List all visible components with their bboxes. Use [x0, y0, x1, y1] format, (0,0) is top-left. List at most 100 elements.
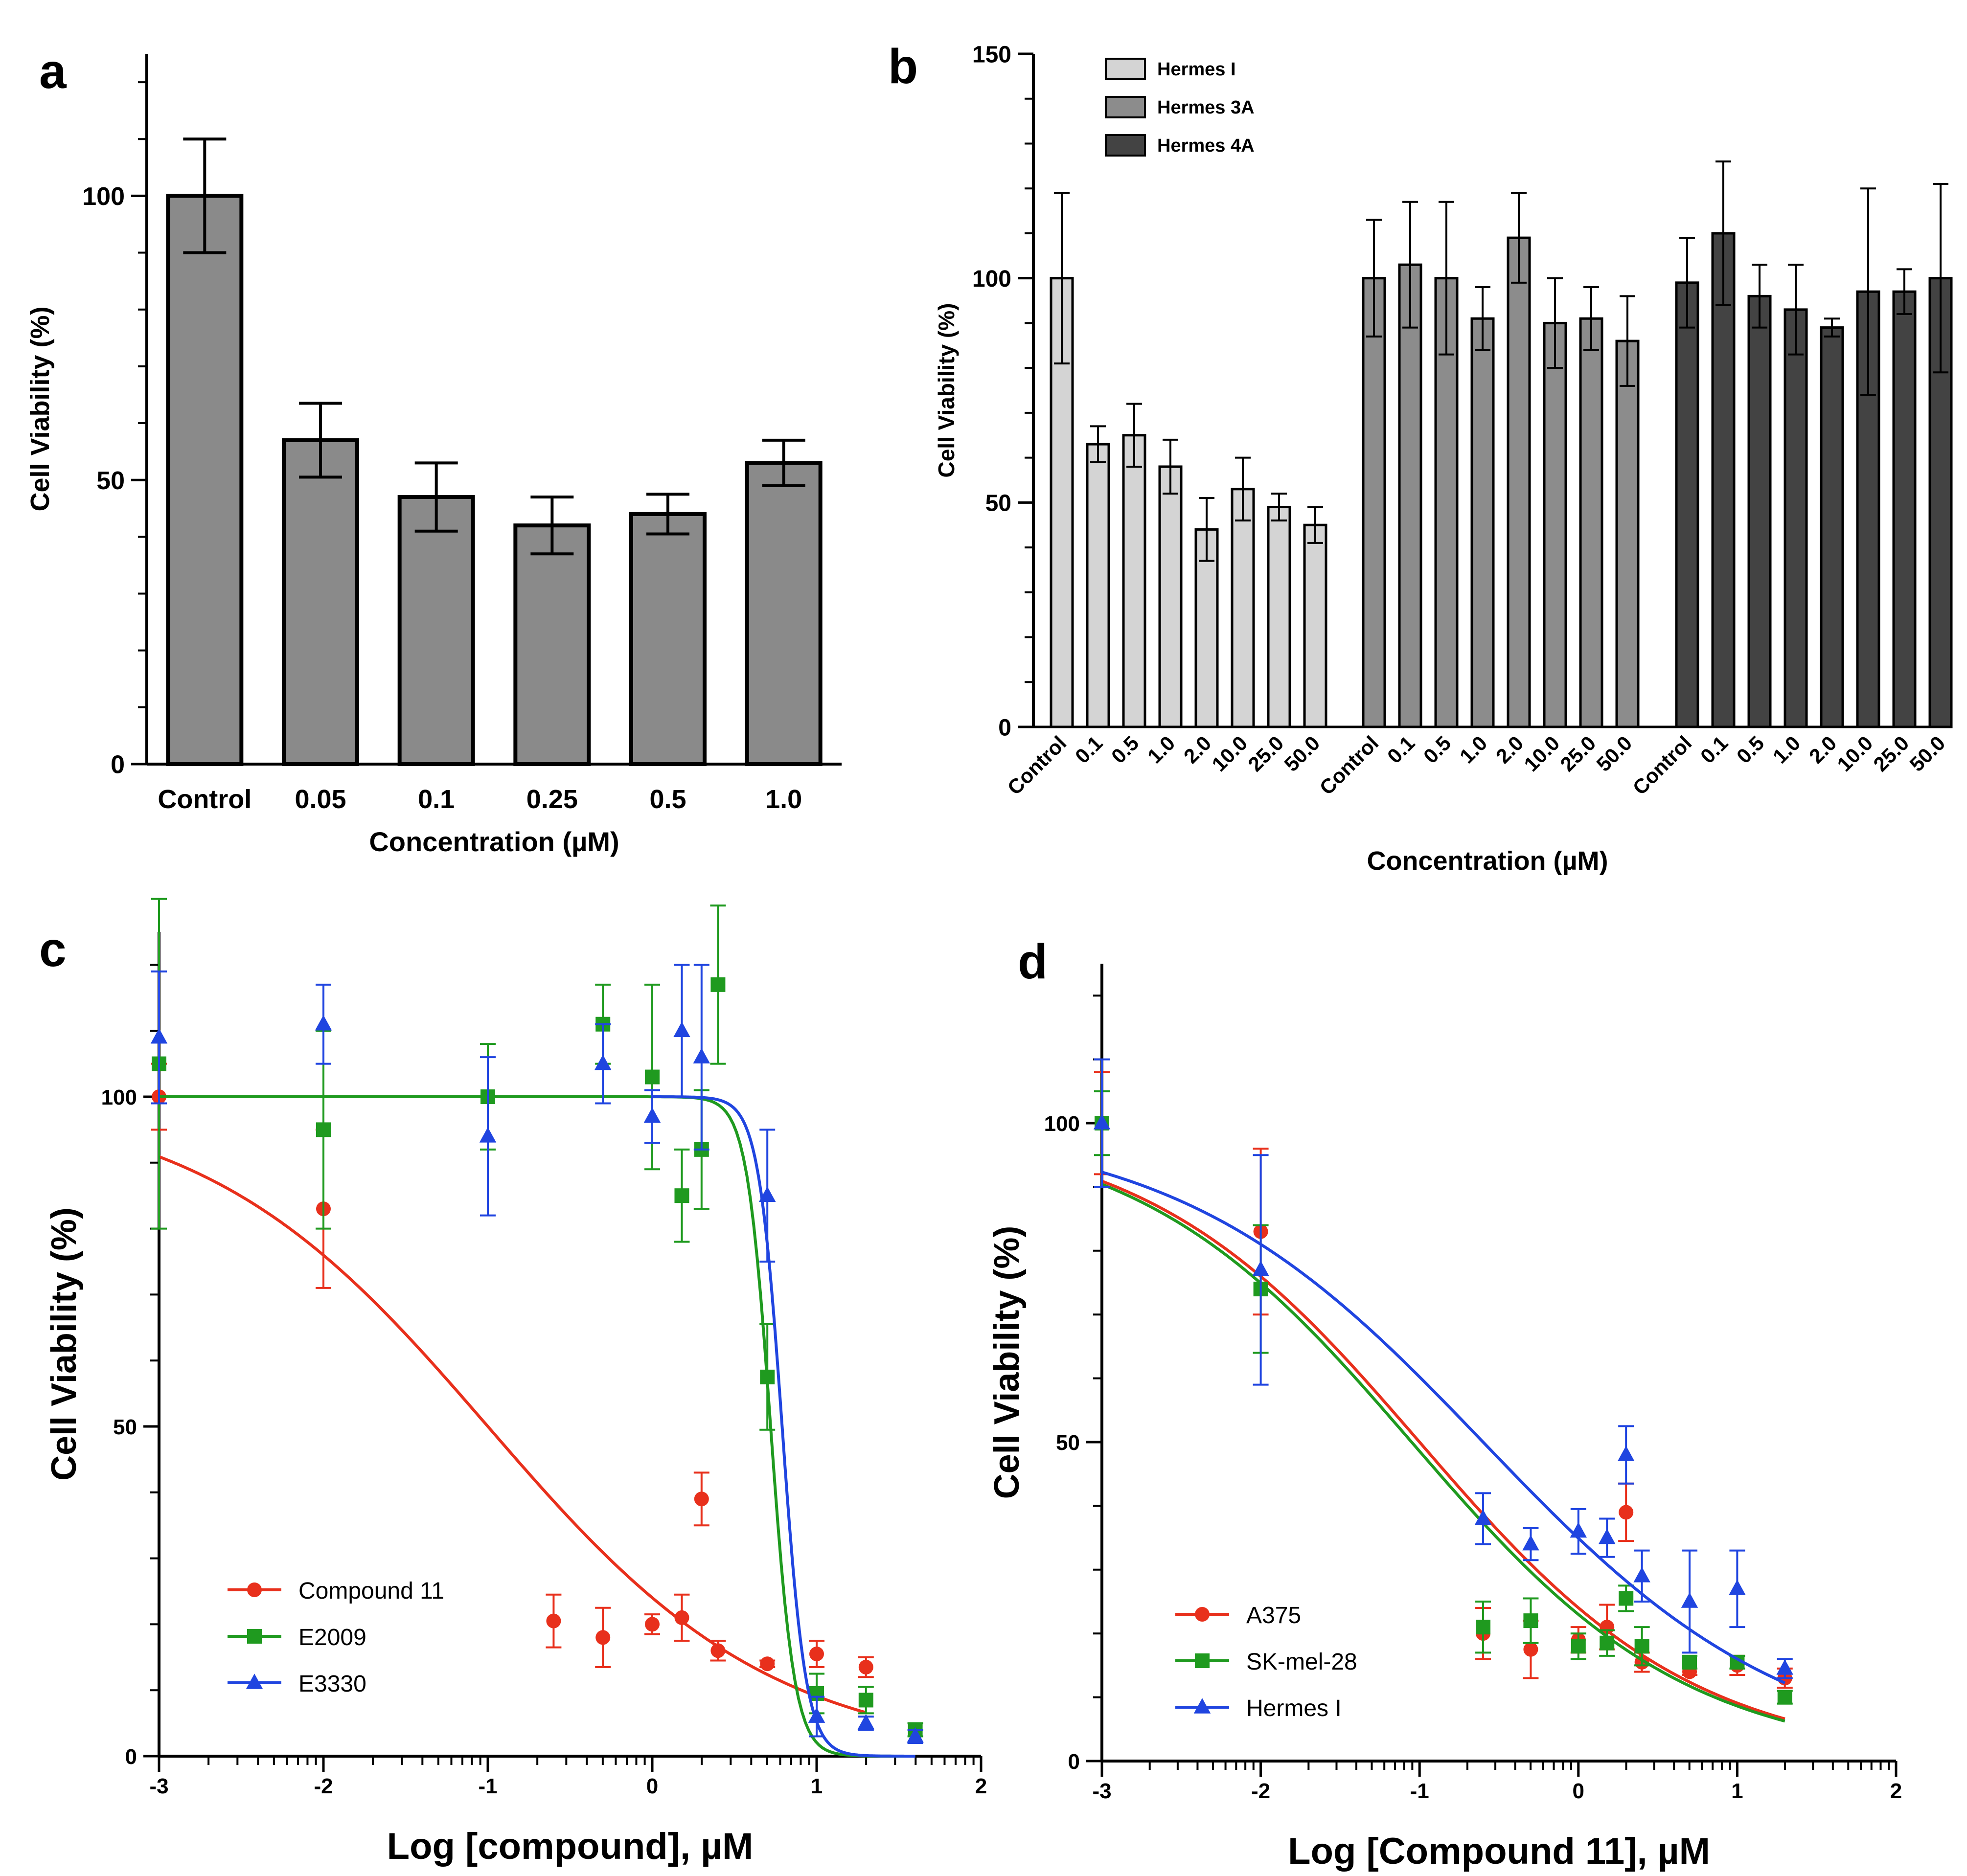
fit-curve-circle	[158, 1155, 867, 1714]
x-tick-label: 25.0	[1243, 731, 1288, 776]
data-point-square	[1682, 1654, 1697, 1670]
data-point-triangle	[808, 1707, 825, 1723]
panel-a-label: a	[39, 44, 67, 99]
panel-b-y-tick-label: 150	[972, 42, 1011, 68]
bar	[1398, 263, 1422, 728]
panel-d-label: d	[1018, 934, 1048, 989]
data-point-triangle	[643, 1107, 661, 1123]
legend-label: E3330	[298, 1671, 366, 1697]
data-point-circle	[760, 1656, 775, 1672]
panel-d-x-tick-label: 0	[1573, 1779, 1584, 1803]
data-point-triangle	[150, 1028, 168, 1044]
legend-marker-triangle	[246, 1673, 263, 1689]
fit-curve-square	[159, 1095, 915, 1758]
data-point-circle	[1619, 1505, 1634, 1520]
x-tick-label: Control	[1315, 731, 1383, 799]
data-point-triangle	[315, 1015, 332, 1031]
legend-marker-triangle	[1193, 1698, 1211, 1714]
legend-label: E2009	[298, 1625, 366, 1650]
legend-marker-square	[247, 1629, 262, 1644]
panel-c-x-tick-label: 0	[646, 1774, 658, 1798]
panel-c-x-tick-label: -1	[478, 1774, 497, 1798]
panel-c-x-tick-label: 2	[975, 1774, 987, 1798]
data-point-circle	[694, 1492, 709, 1507]
bar	[1507, 236, 1531, 728]
data-point-square	[1619, 1591, 1634, 1606]
x-tick-label: 50.0	[1592, 731, 1636, 776]
data-point-square	[1634, 1639, 1649, 1654]
data-point-triangle	[1729, 1580, 1746, 1595]
x-tick-label: 25.0	[1555, 731, 1600, 776]
data-point-triangle	[1598, 1528, 1616, 1544]
legend-label: Hermes I	[1157, 59, 1236, 80]
x-tick-label: 10.0	[1519, 731, 1564, 776]
legend-label: A375	[1246, 1603, 1301, 1628]
bar	[282, 438, 359, 766]
bar	[1122, 434, 1146, 728]
legend-label: Compound 11	[298, 1578, 444, 1604]
data-point-triangle	[1681, 1592, 1698, 1608]
x-tick-label: 0.1	[418, 785, 455, 814]
x-axis-title: Log [Compound 11], µM	[1288, 1831, 1710, 1872]
x-tick-label: 1.0	[765, 785, 802, 814]
bar	[397, 495, 475, 766]
bar	[1158, 465, 1183, 728]
bar	[1470, 317, 1495, 728]
x-tick-label: 1.0	[1455, 731, 1492, 768]
fit-curve-triangle	[1101, 1171, 1786, 1684]
panel-c-y-tick-label: 100	[101, 1085, 137, 1109]
x-tick-label: 0.1	[1696, 731, 1733, 768]
x-tick-label: 50.0	[1280, 731, 1324, 776]
data-point-square	[1523, 1613, 1538, 1628]
x-tick-label: Control	[158, 785, 252, 814]
data-point-square	[645, 1069, 660, 1085]
panel-d-x-tick-label: 1	[1731, 1779, 1743, 1803]
data-point-circle	[809, 1647, 824, 1662]
x-tick-label: 25.0	[1869, 731, 1913, 776]
data-point-triangle	[1522, 1535, 1539, 1551]
legend-label: Hermes 4A	[1157, 136, 1255, 156]
fit-curve-square	[1101, 1183, 1785, 1723]
x-tick-label: Control	[1628, 731, 1696, 799]
data-point-triangle	[1474, 1509, 1492, 1525]
bar	[1675, 281, 1699, 728]
bar	[1543, 321, 1567, 728]
data-point-circle	[710, 1643, 726, 1658]
data-point-square	[710, 977, 726, 992]
panel-b-y-tick-label: 100	[972, 266, 1011, 292]
x-tick-label: 0.1	[1071, 731, 1107, 768]
data-point-square	[1571, 1639, 1586, 1654]
bar	[1303, 523, 1327, 728]
data-point-triangle	[1570, 1522, 1587, 1538]
fit-curve-circle	[1101, 1179, 1785, 1720]
y-axis-title: Cell Viability (%)	[45, 1207, 84, 1481]
x-tick-label: 0.5	[1732, 731, 1769, 768]
bar	[629, 512, 707, 766]
data-point-square	[760, 1369, 775, 1384]
x-tick-label: 10.0	[1207, 731, 1252, 776]
x-tick-label: 0.5	[1419, 731, 1456, 768]
data-point-circle	[674, 1610, 689, 1625]
x-tick-label: 0.5	[649, 785, 686, 814]
data-point-square	[316, 1122, 331, 1137]
bar	[1784, 308, 1808, 728]
data-point-triangle	[673, 1021, 690, 1037]
bar	[513, 523, 591, 767]
panel-d-dose-response-chart: d 0 50 100 -3 -2 -1 0 1 2 A375 SK-mel-28 Hermes I Lo…	[987, 934, 1902, 1872]
data-point-triangle	[1093, 1114, 1111, 1130]
legend-marker-circle	[1195, 1607, 1210, 1622]
bar	[1086, 443, 1110, 728]
x-tick-label: 10.0	[1832, 731, 1877, 776]
x-tick-label: 1.0	[1143, 731, 1180, 768]
data-point-triangle	[1617, 1446, 1635, 1461]
panel-c-y-tick-label: 0	[125, 1745, 137, 1769]
bar	[1231, 488, 1255, 728]
panel-c-y-tick-label: 50	[113, 1415, 137, 1439]
panel-c-label: c	[39, 922, 67, 977]
x-tick-label: 0.25	[526, 785, 578, 814]
bar	[745, 461, 823, 766]
data-point-square	[674, 1188, 689, 1203]
bar	[1615, 339, 1640, 728]
data-point-circle	[645, 1617, 660, 1632]
